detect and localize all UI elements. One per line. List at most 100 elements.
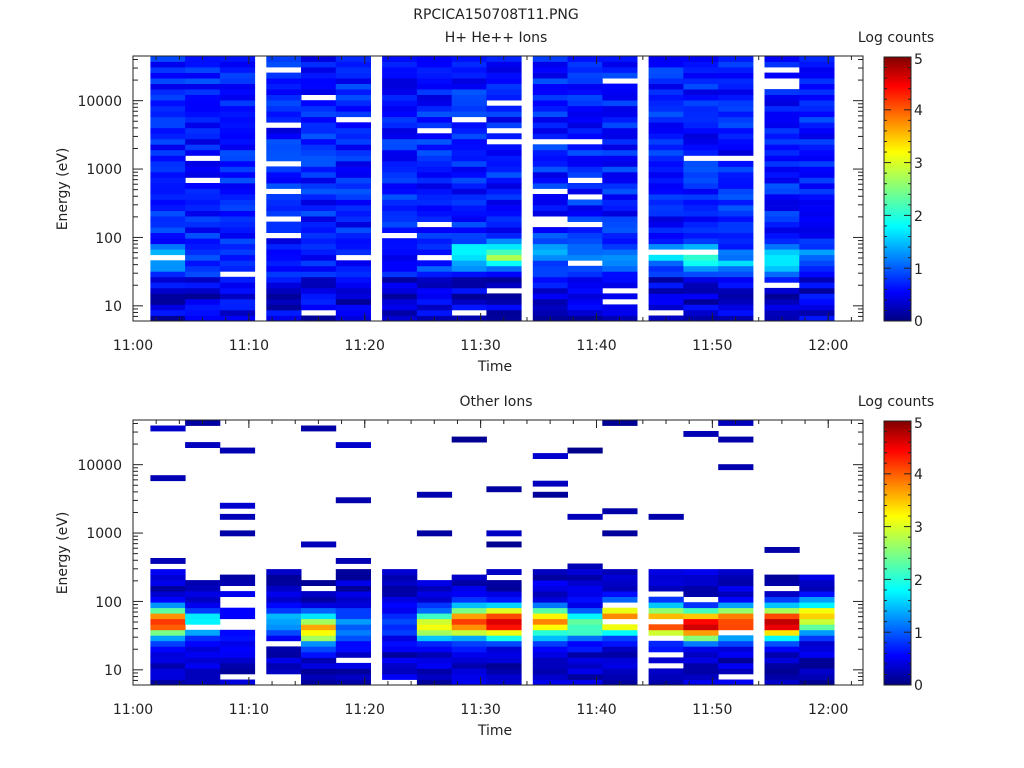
heatmap-cell	[416, 238, 453, 245]
heatmap-cell	[335, 497, 371, 504]
heatmap-cell	[266, 56, 302, 62]
heatmap-cell	[602, 194, 638, 200]
heatmap-cell	[185, 282, 221, 289]
heatmap-cell	[335, 105, 371, 112]
heatmap-cell	[602, 574, 638, 581]
heatmap-cell	[683, 574, 719, 581]
heatmap-cell	[416, 89, 453, 95]
heatmap-cell	[266, 243, 302, 250]
heatmap-cell	[532, 580, 568, 586]
heatmap-cell	[219, 662, 256, 669]
heatmap-cell	[301, 674, 337, 680]
heatmap-cell	[799, 232, 835, 239]
heatmap-cell	[648, 160, 684, 167]
heatmap-cell	[602, 596, 638, 603]
panel-1-x-tick-label: 11:00	[113, 338, 153, 354]
heatmap-cell	[718, 293, 754, 300]
heatmap-cell	[718, 100, 754, 107]
heatmap-cell	[301, 646, 337, 653]
heatmap-cell	[150, 199, 186, 206]
heatmap-cell	[416, 651, 453, 658]
heatmap-cell	[382, 298, 418, 305]
heatmap-cell	[266, 260, 302, 267]
heatmap-cell	[567, 679, 603, 686]
heatmap-cell	[602, 271, 638, 278]
heatmap-cell	[150, 122, 186, 129]
heatmap-cell	[683, 56, 719, 62]
heatmap-cell	[799, 613, 835, 620]
heatmap-cell	[799, 668, 835, 675]
heatmap-cell	[451, 254, 487, 261]
heatmap-cell	[764, 171, 800, 178]
heatmap-cell	[451, 662, 487, 669]
heatmap-cell	[486, 194, 522, 200]
heatmap-cell	[219, 265, 256, 272]
heatmap-cell	[301, 276, 337, 283]
heatmap-cell	[382, 276, 418, 283]
heatmap-cell	[150, 144, 186, 151]
heatmap-cell	[567, 276, 603, 283]
heatmap-cell	[648, 155, 684, 162]
heatmap-cell	[219, 105, 256, 112]
heatmap-cell	[301, 425, 337, 432]
heatmap-cell	[718, 271, 754, 278]
heatmap-cell	[648, 282, 684, 289]
heatmap-cell	[335, 166, 371, 173]
heatmap-cell	[486, 144, 522, 151]
heatmap-cell	[648, 144, 684, 151]
heatmap-cell	[683, 298, 719, 305]
heatmap-cell	[602, 657, 638, 664]
panel-1-plot-frame	[132, 55, 864, 322]
heatmap-cell	[683, 160, 719, 167]
heatmap-cell	[799, 122, 835, 129]
heatmap-cell	[382, 100, 418, 107]
panel-1-colorbar-tick-label: 4	[914, 103, 923, 119]
heatmap-cell	[335, 574, 371, 581]
heatmap-cell	[219, 194, 256, 200]
heatmap-cell	[799, 72, 835, 79]
heatmap-cell	[219, 646, 256, 653]
heatmap-cell	[648, 569, 684, 575]
heatmap-cell	[416, 271, 453, 278]
heatmap-cell	[486, 310, 522, 316]
heatmap-cell	[416, 304, 453, 311]
heatmap-cell	[185, 585, 221, 592]
heatmap-cell	[416, 243, 453, 250]
heatmap-cell	[486, 618, 522, 625]
heatmap-cell	[266, 276, 302, 283]
heatmap-cell	[718, 205, 754, 211]
panel-2-x-axis-label: Time	[477, 723, 512, 739]
heatmap-cell	[486, 78, 522, 84]
heatmap-cell	[567, 116, 603, 123]
heatmap-cell	[185, 635, 221, 642]
heatmap-cell	[301, 166, 337, 173]
panel-2-colorbar-ticks	[884, 420, 911, 686]
heatmap-cell	[532, 651, 568, 658]
heatmap-cell	[602, 94, 638, 101]
heatmap-cell	[451, 249, 487, 256]
heatmap-cell	[301, 138, 337, 145]
heatmap-cell	[335, 618, 371, 625]
heatmap-cell	[648, 122, 684, 129]
heatmap-cell	[718, 596, 754, 603]
heatmap-cell	[382, 293, 418, 300]
heatmap-cell	[648, 668, 684, 675]
heatmap-cell	[150, 138, 186, 145]
heatmap-cell	[451, 83, 487, 90]
heatmap-cell	[301, 304, 337, 311]
heatmap-cell	[219, 56, 256, 62]
heatmap-cell	[219, 657, 256, 664]
heatmap-cell	[335, 210, 371, 217]
heatmap-cell	[185, 249, 221, 256]
heatmap-cell	[219, 238, 256, 245]
heatmap-cell	[718, 298, 754, 305]
heatmap-cell	[799, 127, 835, 134]
heatmap-cell	[266, 646, 302, 653]
heatmap-cell	[602, 177, 638, 184]
heatmap-cell	[301, 624, 337, 631]
heatmap-cell	[799, 640, 835, 647]
heatmap-cell	[602, 629, 638, 636]
heatmap-cell	[335, 271, 371, 278]
heatmap-cell	[185, 298, 221, 305]
heatmap-cell	[451, 657, 487, 664]
